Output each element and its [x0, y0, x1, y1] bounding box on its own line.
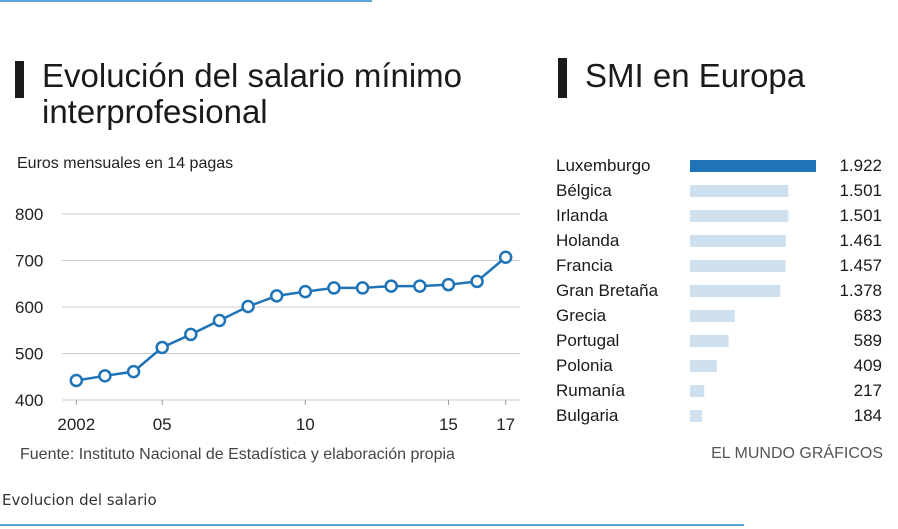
x-tick-label: 05	[153, 415, 172, 434]
bar-value-label: 1.457	[839, 256, 882, 275]
salary-point-2002	[69, 373, 84, 388]
country-label: Rumanía	[556, 381, 626, 400]
country-label: Grecia	[556, 306, 607, 325]
salary-series-line	[76, 256, 507, 382]
top-accent-rule	[0, 0, 372, 2]
y-tick-label: 600	[15, 298, 43, 317]
bar-luxemburgo	[690, 160, 816, 172]
salary-point-2016	[470, 274, 484, 289]
country-label: Francia	[556, 256, 613, 275]
y-tick-label: 800	[15, 205, 43, 224]
bar-value-label: 1.378	[839, 281, 882, 300]
credit-note: EL MUNDO GRÁFICOS	[711, 445, 883, 462]
country-label: Polonia	[556, 356, 613, 375]
bar-francia	[690, 260, 786, 272]
bar-value-label: 217	[854, 381, 882, 400]
bar-irlanda	[690, 210, 789, 222]
salary-point-2011	[327, 281, 341, 295]
bar-chart-title: SMI en Europa	[585, 57, 806, 94]
country-label: Bélgica	[556, 181, 612, 200]
salary-point-2015	[441, 277, 456, 292]
country-label: Bulgaria	[556, 406, 619, 425]
line-chart-title: Evolución del salario mínimo interprofes…	[42, 57, 463, 130]
source-note: Fuente: Instituto Nacional de Estadístic…	[20, 446, 455, 463]
country-label: Irlanda	[556, 206, 609, 225]
line-chart-subtitle: Euros mensuales en 14 pagas	[17, 155, 234, 172]
salary-point-2009	[269, 289, 284, 303]
bar-gran-bretaña	[690, 285, 781, 297]
bar-value-label: 1.922	[839, 156, 882, 175]
salary-point-2014	[413, 279, 427, 293]
y-tick-label: 500	[15, 345, 43, 364]
bar-value-label: 589	[854, 331, 882, 350]
image-caption: Evolucion del salario	[2, 491, 157, 509]
salary-point-2004	[126, 364, 141, 379]
country-label: Portugal	[556, 331, 619, 350]
bar-portugal	[690, 335, 729, 347]
bottom-accent-rule	[0, 524, 744, 526]
country-label: Holanda	[556, 231, 620, 250]
salary-point-2010	[298, 284, 313, 299]
bar-value-label: 1.501	[839, 181, 882, 200]
salary-point-2017	[498, 250, 513, 264]
bar-holanda	[690, 235, 786, 247]
x-tick-label: 10	[296, 415, 315, 434]
bar-grecia	[690, 310, 735, 322]
salary-point-2013	[384, 279, 398, 293]
x-tick-label: 2002	[57, 415, 95, 434]
bar-bulgaria	[690, 410, 703, 422]
left-title-marker	[15, 61, 24, 98]
salary-point-2005	[155, 340, 169, 355]
right-title-marker	[558, 58, 567, 98]
salary-point-2012	[355, 281, 370, 295]
bar-rumanía	[690, 385, 705, 397]
x-tick-label: 17	[496, 415, 515, 434]
bar-bélgica	[690, 185, 789, 197]
bar-value-label: 409	[854, 356, 882, 375]
salary-point-2007	[212, 313, 227, 328]
salary-point-2008	[241, 299, 255, 314]
bar-polonia	[690, 360, 717, 372]
salary-point-2003	[98, 369, 112, 383]
country-label: Luxemburgo	[556, 156, 651, 175]
x-tick-label: 15	[439, 415, 458, 434]
salary-point-2006	[184, 327, 198, 342]
bar-value-label: 1.461	[839, 231, 882, 250]
bar-value-label: 1.501	[839, 206, 882, 225]
country-label: Gran Bretaña	[556, 281, 659, 300]
bar-value-label: 184	[854, 406, 882, 425]
bar-value-label: 683	[854, 306, 882, 325]
y-tick-label: 700	[15, 252, 43, 271]
y-tick-label: 400	[15, 391, 43, 410]
